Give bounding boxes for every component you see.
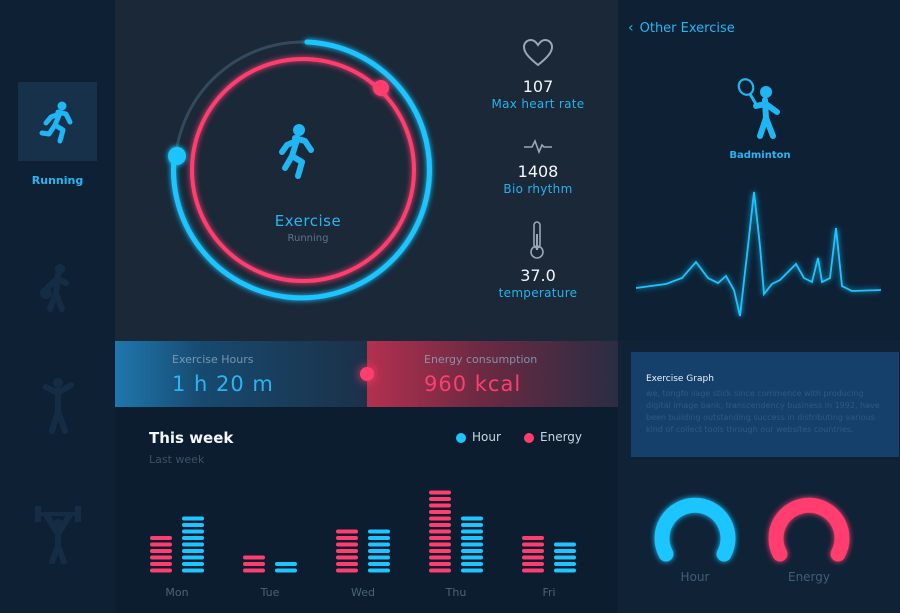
bar-energy-mon	[150, 536, 172, 573]
athlete-icon	[42, 377, 74, 434]
x-tick-label: Fri	[542, 586, 555, 599]
week-title: This week	[149, 429, 234, 447]
hours-value: 1 h 20 m	[172, 372, 274, 396]
legend-hour-swatch	[456, 432, 466, 443]
basketball-icon	[39, 263, 69, 312]
x-tick-label: Mon	[165, 586, 188, 599]
bar-hour-thu	[461, 516, 483, 573]
bar-hour-mon	[182, 516, 204, 573]
sport-label: Badminton	[729, 150, 791, 161]
badminton-icon	[737, 78, 780, 139]
sidebar-item-running[interactable]	[18, 82, 97, 161]
bar-hour-fri	[554, 542, 576, 573]
graph-card-text: we, tongfo ilage stick since commence wi…	[646, 389, 880, 434]
legend-energy: Energy	[524, 430, 582, 444]
stat-value: 37.0	[520, 266, 556, 285]
x-tick-label: Tue	[260, 586, 280, 599]
energy-title: Energy consumption	[424, 353, 538, 366]
running-icon	[279, 124, 314, 179]
weekly-chart: This week Last week Hour Energy Mon Tue We…	[115, 407, 618, 613]
exercise-subtitle: Running	[287, 233, 329, 244]
graph-card-title: Exercise Graph	[646, 374, 714, 384]
exercise-hours-card[interactable]: Exercise Hours 1 h 20 m	[115, 341, 367, 407]
stat-value: 1408	[517, 162, 559, 181]
hours-knob[interactable]	[168, 147, 186, 165]
energy-gauge-label: Energy	[787, 570, 830, 584]
hour-gauge	[654, 497, 736, 562]
energy-knob[interactable]	[373, 80, 389, 96]
bar-energy-fri	[522, 536, 544, 573]
energy-gauge	[768, 497, 850, 562]
x-tick-label: Wed	[351, 586, 375, 599]
bar-energy-wed	[336, 529, 358, 573]
energy-card[interactable]: Energy consumption 960 kcal	[367, 341, 618, 407]
hours-title: Exercise Hours	[172, 353, 254, 366]
legend-hour-label: Hour	[472, 430, 501, 444]
stat-label: Bio rhythm	[503, 182, 573, 196]
thermometer-icon	[530, 221, 544, 259]
sport-panel: ‹ Other Exercise Badminton	[618, 0, 900, 340]
x-tick-label: Thu	[445, 586, 467, 599]
week-subtitle: Last week	[149, 453, 205, 466]
legend-energy-label: Energy	[540, 430, 583, 444]
energy-arc	[190, 57, 416, 283]
bar-energy-tue	[243, 555, 265, 573]
sidebar: Running	[0, 0, 115, 613]
sidebar-item-label: Running	[31, 174, 84, 187]
hours-arc	[170, 39, 432, 301]
bar-energy-thu	[429, 490, 451, 573]
heart-icon	[522, 38, 554, 67]
legend-energy-swatch	[524, 432, 534, 443]
pulse-icon	[524, 138, 552, 154]
exercise-ring	[168, 39, 433, 301]
exercise-graph-card: Exercise Graph we, tongfo ilage stick si…	[631, 352, 899, 457]
sidebar-item-athlete[interactable]	[18, 365, 97, 444]
bar-hour-tue	[275, 562, 297, 573]
hour-gauge-label: Hour	[680, 570, 710, 584]
heart-rate-graph	[636, 191, 881, 317]
bar-hour-wed	[368, 529, 390, 573]
chevron-left-icon: ‹	[628, 20, 634, 36]
bar-chart: Mon Tue Wed Thu Fri	[150, 490, 576, 599]
sidebar-item-weightlifting[interactable]	[18, 494, 97, 573]
other-exercise-label: Other Exercise	[639, 21, 735, 36]
stat-value: 107	[522, 77, 554, 96]
energy-value: 960 kcal	[424, 372, 522, 396]
stat-label: temperature	[498, 286, 578, 300]
other-exercise-link[interactable]: ‹ Other Exercise	[628, 20, 735, 36]
sidebar-item-basketball[interactable]	[18, 248, 97, 327]
legend-hour: Hour	[456, 430, 501, 444]
stat-label: Max heart rate	[491, 97, 585, 111]
running-icon	[39, 101, 72, 143]
weightlifting-icon	[34, 505, 81, 564]
exercise-title: Exercise	[274, 212, 342, 230]
energy-slider-knob[interactable]	[360, 367, 374, 381]
